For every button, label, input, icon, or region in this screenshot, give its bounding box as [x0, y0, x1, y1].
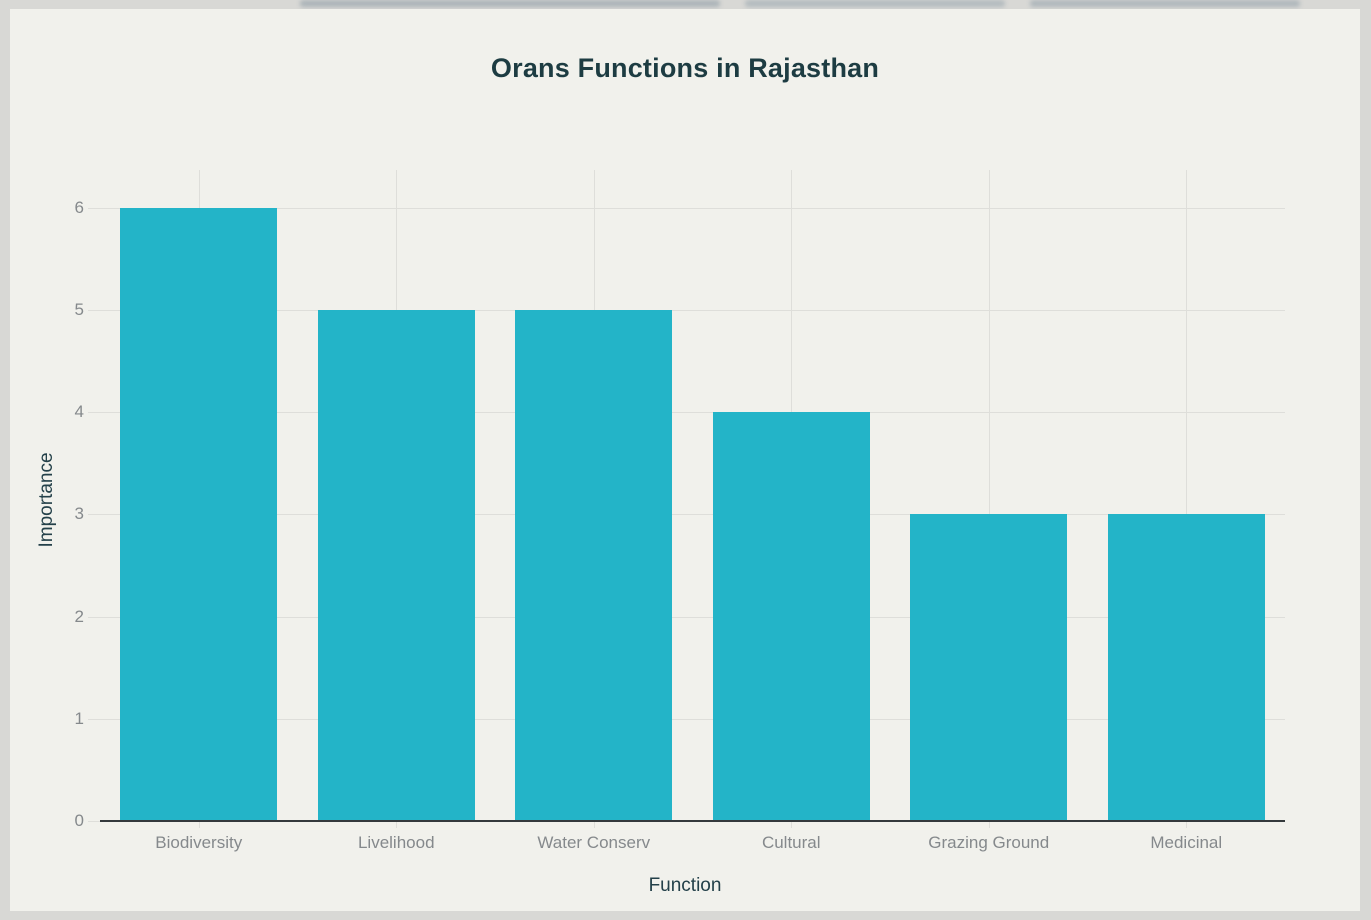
y-axis-tick-label: 3 — [74, 504, 84, 524]
bar-cultural[interactable] — [712, 412, 870, 821]
bar-biodiversity[interactable] — [120, 207, 278, 821]
x-axis-tick-label: Biodiversity — [155, 833, 243, 852]
y-axis-tick — [88, 412, 100, 414]
x-axis-tick-label: Grazing Ground — [928, 833, 1050, 852]
bar-chart-plot-area: 0 1 2 3 4 5 6 Biodiversity Livelihood Water Conse… — [10, 9, 1360, 911]
horizontal-gridline — [100, 310, 1285, 311]
y-axis-tick — [88, 207, 100, 209]
horizontal-gridline — [100, 718, 1285, 720]
x-axis-tick — [1186, 822, 1188, 828]
y-axis-tick — [88, 616, 100, 618]
background-blurred-text — [1030, 0, 1300, 7]
y-axis-title: Importance — [36, 452, 57, 548]
background-blurred-text — [300, 0, 720, 7]
bar-grazing-ground[interactable] — [910, 514, 1068, 821]
x-axis-tick-label: Cultural — [761, 833, 821, 852]
x-axis-tick-label: Water Conserv — [537, 833, 651, 852]
y-axis-tick-label: 1 — [74, 708, 84, 728]
chart-card: Orans Functions in Rajasthan 0 1 2 3 4 5 6 Biod… — [10, 9, 1360, 911]
x-axis-tick — [988, 822, 990, 828]
y-axis-tick — [88, 310, 100, 311]
horizontal-gridline — [100, 207, 1285, 209]
x-axis-tick-label: Livelihood — [357, 833, 435, 852]
horizontal-gridline — [100, 514, 1285, 516]
horizontal-gridline — [100, 412, 1285, 414]
horizontal-gridline — [100, 616, 1285, 618]
bar-livelihood[interactable] — [317, 310, 475, 821]
x-axis-tick — [593, 822, 595, 828]
vertical-gridline — [1186, 170, 1188, 821]
y-axis-tick-label: 2 — [74, 606, 84, 626]
y-axis-tick-label: 6 — [74, 197, 84, 217]
y-axis-tick — [88, 718, 100, 720]
y-axis-tick-label: 4 — [74, 402, 84, 422]
x-axis-line — [100, 820, 1285, 822]
bar-water-conserv[interactable] — [515, 310, 673, 821]
x-axis-tick-label: Medicinal — [1150, 833, 1223, 852]
vertical-gridline — [988, 170, 990, 821]
x-axis-tick — [791, 822, 793, 828]
bar-medicinal[interactable] — [1107, 514, 1265, 821]
chart-title: Orans Functions in Rajasthan — [490, 53, 880, 83]
y-axis-tick — [88, 821, 100, 822]
y-axis-tick-label: 0 — [74, 811, 84, 830]
y-axis-tick-label: 5 — [74, 300, 84, 319]
x-axis-tick — [396, 822, 398, 828]
y-axis-tick — [88, 514, 100, 516]
x-axis-tick — [198, 822, 200, 828]
background-blurred-text — [745, 0, 1005, 7]
x-axis-title: Function — [648, 875, 722, 896]
